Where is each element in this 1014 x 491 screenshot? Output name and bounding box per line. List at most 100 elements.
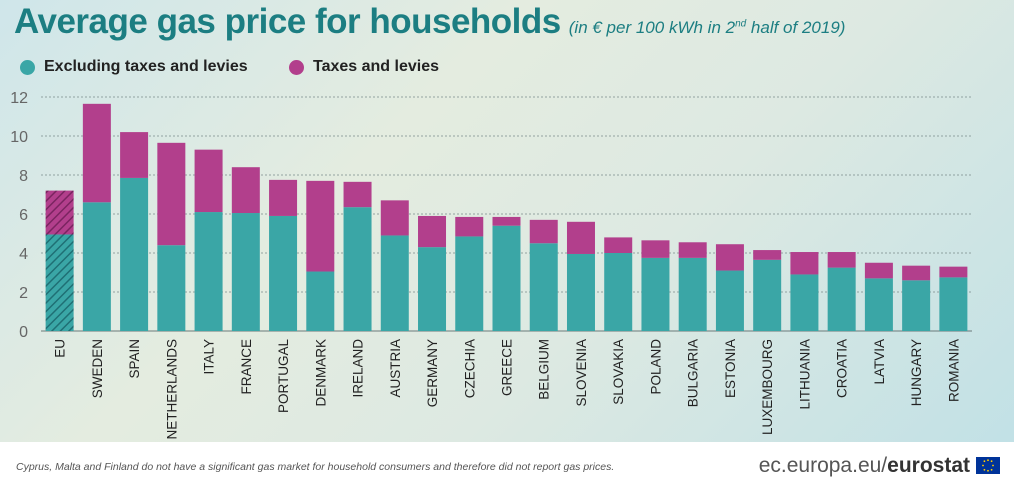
x-tick-label-portugal: PORTUGAL: [276, 339, 291, 414]
legend-item-taxes: Taxes and levies: [289, 58, 439, 76]
bar-excluding-taxes-lithuania: [790, 274, 819, 331]
x-tick-label-hungary: HUNGARY: [909, 339, 924, 406]
chart-title: Average gas price for households: [14, 2, 561, 41]
bar-taxes-slovakia: [604, 237, 633, 253]
y-tick-label: 6: [19, 207, 28, 224]
brand-bold: eurostat: [887, 454, 970, 477]
subtitle-sup: nd: [735, 18, 747, 30]
x-tick-label-slovenia: SLOVENIA: [574, 339, 589, 407]
chart-subtitle: (in € per 100 kWh in 2nd half of 2019): [569, 18, 846, 37]
y-tick-label: 2: [19, 285, 28, 302]
x-tick-label-spain: SPAIN: [127, 339, 142, 379]
x-tick-label-greece: GREECE: [500, 339, 515, 396]
brand-prefix: ec.europa.eu/: [758, 454, 888, 477]
x-tick-label-croatia: CROATIA: [835, 339, 850, 398]
bar-taxes-latvia: [864, 262, 893, 279]
y-tick-label: 12: [10, 90, 28, 107]
bar-excluding-taxes-bulgaria: [678, 257, 707, 331]
bar-excluding-taxes-spain: [120, 177, 149, 331]
x-tick-label-france: FRANCE: [239, 339, 254, 395]
bar-taxes-sweden: [82, 103, 111, 203]
bar-excluding-taxes-ireland: [343, 207, 372, 331]
bar-taxes-italy: [194, 149, 223, 213]
bar-excluding-taxes-czechia: [455, 236, 484, 331]
bar-taxes-germany: [418, 215, 447, 248]
bar-taxes-slovenia: [566, 221, 595, 254]
x-tick-label-bulgaria: BULGARIA: [686, 339, 701, 407]
x-tick-label-slovakia: SLOVAKIA: [611, 339, 626, 405]
x-tick-label-austria: AUSTRIA: [388, 339, 403, 398]
x-tick-label-italy: ITALY: [202, 339, 217, 375]
bar-taxes-portugal: [269, 179, 298, 216]
y-tick-label: 8: [19, 168, 28, 185]
x-tick-label-latvia: LATVIA: [872, 339, 887, 385]
footer: Cyprus, Malta and Finland do not have a …: [0, 442, 1014, 491]
x-tick-label-sweden: SWEDEN: [90, 339, 105, 398]
x-tick-label-ireland: IRELAND: [351, 339, 366, 398]
bar-excluding-taxes-germany: [418, 247, 447, 331]
subtitle-prefix: (in € per 100 kWh in 2: [568, 18, 736, 37]
bar-excluding-taxes-denmark: [306, 271, 335, 331]
eurostat-link[interactable]: ec.europa.eu/eurostat: [759, 454, 970, 478]
legend-label-excluding-taxes: Excluding taxes and levies: [44, 58, 248, 75]
x-tick-label-estonia: ESTONIA: [723, 339, 738, 398]
bar-taxes-poland: [641, 240, 670, 258]
labels-layer: EU SWEDEN SPAIN NETHERLANDS ITALY FRANCE PORTU…: [53, 339, 962, 440]
x-tick-label-germany: GERMANY: [425, 339, 440, 407]
y-tick-label: 0: [19, 324, 28, 341]
bar-taxes-netherlands: [157, 142, 186, 246]
x-tick-label-denmark: DENMARK: [313, 339, 328, 407]
bar-chart: 0 2 4 6 8 10 12 EU SWEDEN SPAIN NETHERLANDS ITALY F…: [10, 90, 972, 440]
x-tick-label-netherlands: NETHERLANDS: [164, 339, 179, 440]
bar-excluding-taxes-croatia: [827, 267, 856, 331]
y-tick-label: 10: [10, 129, 28, 146]
bar-taxes-hungary: [902, 265, 931, 281]
bar-taxes-denmark: [306, 180, 335, 272]
bar-excluding-taxes-portugal: [269, 215, 298, 331]
bar-excluding-taxes-greece: [492, 225, 521, 331]
bar-excluding-taxes-italy: [194, 212, 223, 331]
bar-excluding-taxes-belgium: [529, 243, 558, 331]
bar-taxes-ireland: [343, 181, 372, 208]
bar-taxes-estonia: [715, 244, 744, 271]
y-tick-label: 4: [19, 246, 28, 263]
bar-excluding-taxes-sweden: [82, 202, 111, 331]
legend-item-excluding-taxes: Excluding taxes and levies: [20, 58, 248, 76]
title-row: Average gas price for households (in € pe…: [14, 2, 845, 42]
bar-taxes-croatia: [827, 252, 856, 268]
bar-excluding-taxes-eu: [45, 234, 74, 331]
bar-taxes-greece: [492, 216, 521, 226]
x-tick-label-poland: POLAND: [648, 339, 663, 395]
bar-excluding-taxes-slovakia: [604, 253, 633, 331]
bar-excluding-taxes-poland: [641, 257, 670, 331]
bar-excluding-taxes-luxembourg: [753, 259, 782, 331]
bar-excluding-taxes-latvia: [864, 278, 893, 331]
bar-excluding-taxes-hungary: [902, 280, 931, 331]
x-tick-label-belgium: BELGIUM: [537, 339, 552, 400]
bar-excluding-taxes-estonia: [715, 270, 744, 331]
footnote: Cyprus, Malta and Finland do not have a …: [16, 461, 615, 473]
bar-excluding-taxes-netherlands: [157, 245, 186, 331]
x-tick-label-luxembourg: LUXEMBOURG: [760, 339, 775, 435]
bar-taxes-czechia: [455, 216, 484, 237]
eu-flag-icon: [976, 457, 1000, 474]
bar-taxes-romania: [939, 266, 968, 278]
bar-excluding-taxes-france: [231, 213, 260, 331]
x-tick-label-lithuania: LITHUANIA: [797, 339, 812, 410]
bar-taxes-france: [231, 167, 260, 214]
bar-excluding-taxes-austria: [380, 235, 409, 331]
legend-dot-taxes: [289, 59, 304, 75]
subtitle-suffix: half of 2019): [746, 18, 846, 37]
legend-dot-excluding-taxes: [20, 59, 35, 75]
x-tick-label-czechia: CZECHIA: [462, 339, 477, 398]
bar-taxes-luxembourg: [753, 250, 782, 260]
bar-taxes-spain: [120, 132, 149, 178]
bar-taxes-bulgaria: [678, 242, 707, 258]
bar-taxes-belgium: [529, 219, 558, 244]
bar-taxes-eu: [45, 190, 74, 235]
bar-excluding-taxes-romania: [939, 277, 968, 331]
legend-label-taxes: Taxes and levies: [313, 58, 439, 75]
bar-taxes-lithuania: [790, 252, 819, 275]
x-tick-label-eu: EU: [53, 339, 68, 358]
bar-taxes-austria: [380, 200, 409, 236]
